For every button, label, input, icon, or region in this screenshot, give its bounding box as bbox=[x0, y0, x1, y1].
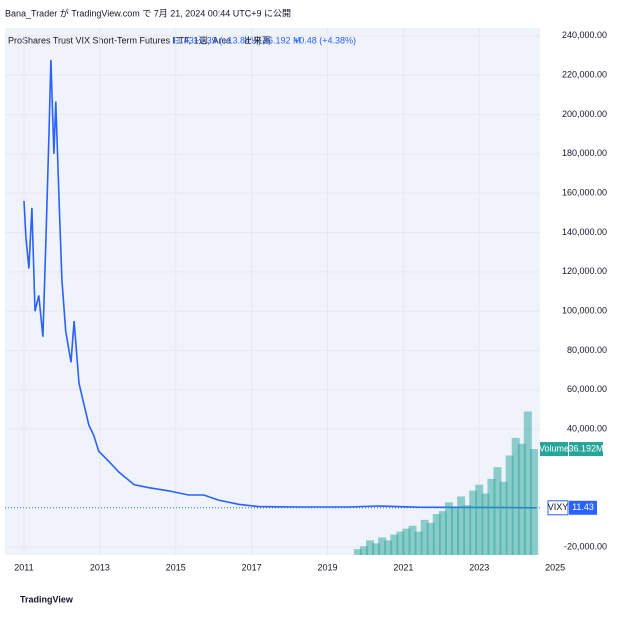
x-tick-label: 2025 bbox=[545, 562, 565, 572]
header: Bana_Trader が TradingView.com で 7月 21, 2… bbox=[5, 7, 291, 18]
plot-bg bbox=[5, 28, 540, 555]
volume-bar bbox=[487, 478, 496, 555]
y-tick-label: 80,000.00 bbox=[567, 345, 607, 355]
legend-symbol: ProShares Trust VIX Short-Term Futures E… bbox=[8, 35, 231, 45]
volume-bar bbox=[493, 467, 502, 555]
volume-bar bbox=[432, 514, 441, 555]
x-tick-label: 2015 bbox=[166, 562, 186, 572]
y-tick-label: 60,000.00 bbox=[567, 384, 607, 394]
legend-volume-change: +0.48 (+4.38%) bbox=[294, 35, 356, 45]
volume-bar bbox=[481, 493, 490, 555]
volume-bar bbox=[353, 549, 362, 555]
volume-bar bbox=[402, 528, 411, 555]
volume-bar bbox=[396, 531, 405, 555]
y-tick-label: -20,000.00 bbox=[564, 542, 607, 552]
y-tick-label: 240,000.00 bbox=[562, 30, 607, 40]
x-tick-label: 2011 bbox=[14, 562, 33, 572]
x-tick-label: 2021 bbox=[393, 562, 413, 572]
volume-bar bbox=[463, 505, 472, 555]
x-tick-label: 2017 bbox=[242, 562, 262, 572]
y-tick-label: 100,000.00 bbox=[562, 306, 607, 316]
price-tag-name-bg bbox=[547, 500, 569, 516]
price-tag-value: 11.43 bbox=[572, 502, 594, 512]
volume-bar bbox=[366, 540, 375, 555]
x-tick-label: 2013 bbox=[90, 562, 110, 572]
y-tick-label: 220,000.00 bbox=[562, 70, 607, 80]
volume-bar bbox=[359, 546, 368, 555]
price-tag-name: VIXY bbox=[548, 502, 569, 512]
volume-bar bbox=[499, 481, 508, 555]
legend-volume: 36.192 M bbox=[263, 35, 301, 45]
volume-bar bbox=[517, 443, 526, 555]
volume-tag-name-bg bbox=[540, 442, 568, 457]
x-tick-label: 2019 bbox=[318, 562, 338, 572]
y-tick-label: 200,000.00 bbox=[562, 109, 607, 119]
volume-bar bbox=[511, 437, 520, 555]
price-tag-bg bbox=[569, 500, 597, 515]
legend-last: 11.43 bbox=[172, 35, 194, 45]
footer: TradingView bbox=[20, 594, 74, 604]
volume-tag-bg bbox=[569, 442, 603, 457]
volume-tag-name: Volume bbox=[539, 443, 569, 453]
y-tick-label: 40,000.00 bbox=[567, 424, 607, 434]
volume-bar bbox=[523, 411, 532, 555]
y-tick-label: 120,000.00 bbox=[562, 266, 607, 276]
volume-bar bbox=[414, 531, 423, 555]
volume-bar bbox=[426, 522, 435, 555]
volume-bar bbox=[469, 490, 478, 555]
volume-tag-value: 36.192M bbox=[568, 443, 603, 453]
volume-bar bbox=[444, 502, 453, 555]
volume-bar bbox=[505, 455, 514, 555]
volume-bar bbox=[420, 519, 429, 555]
volume-bar bbox=[378, 537, 387, 555]
volume-bar bbox=[384, 540, 393, 555]
y-tick-label: 140,000.00 bbox=[562, 227, 607, 237]
y-tick-label: 160,000.00 bbox=[562, 188, 607, 198]
volume-bar bbox=[408, 525, 417, 555]
volume-bar bbox=[529, 449, 538, 555]
volume-bar bbox=[390, 534, 399, 555]
legend-change: +1.39 (+13.84%) bbox=[194, 35, 261, 45]
volume-bar bbox=[451, 508, 460, 555]
volume-bar bbox=[457, 496, 466, 555]
volume-bar bbox=[475, 484, 484, 555]
price-line bbox=[23, 59, 537, 509]
volume-bar bbox=[438, 511, 447, 555]
volume-bar bbox=[372, 543, 381, 555]
x-tick-label: 2023 bbox=[469, 562, 489, 572]
legend-volume-title: 出来高 bbox=[244, 34, 271, 45]
y-tick-label: 180,000.00 bbox=[562, 148, 607, 158]
